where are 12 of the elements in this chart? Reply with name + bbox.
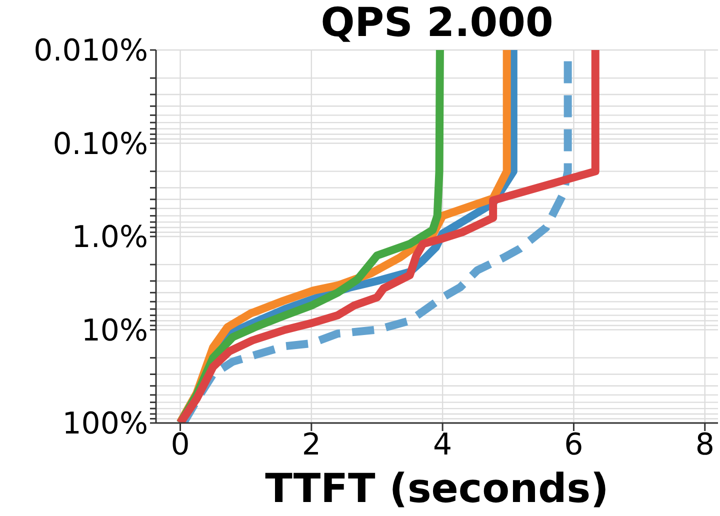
y-tick-label: 1.0% [72, 220, 148, 256]
x-axis-title: TTFT (seconds) [265, 466, 609, 512]
x-tick-label: 2 [302, 427, 321, 462]
chart-title: QPS 2.000 [320, 0, 554, 46]
y-tick-label: 0.10% [52, 126, 148, 162]
x-tick-label: 8 [695, 427, 714, 462]
y-tick-label: 0.010% [34, 34, 148, 69]
x-tick-label: 6 [564, 427, 584, 462]
y-tick-label: 10% [81, 313, 148, 348]
x-tick-label: 0 [170, 427, 190, 462]
y-tick-label: 100% [62, 406, 148, 442]
x-tick-label: 4 [433, 427, 452, 462]
